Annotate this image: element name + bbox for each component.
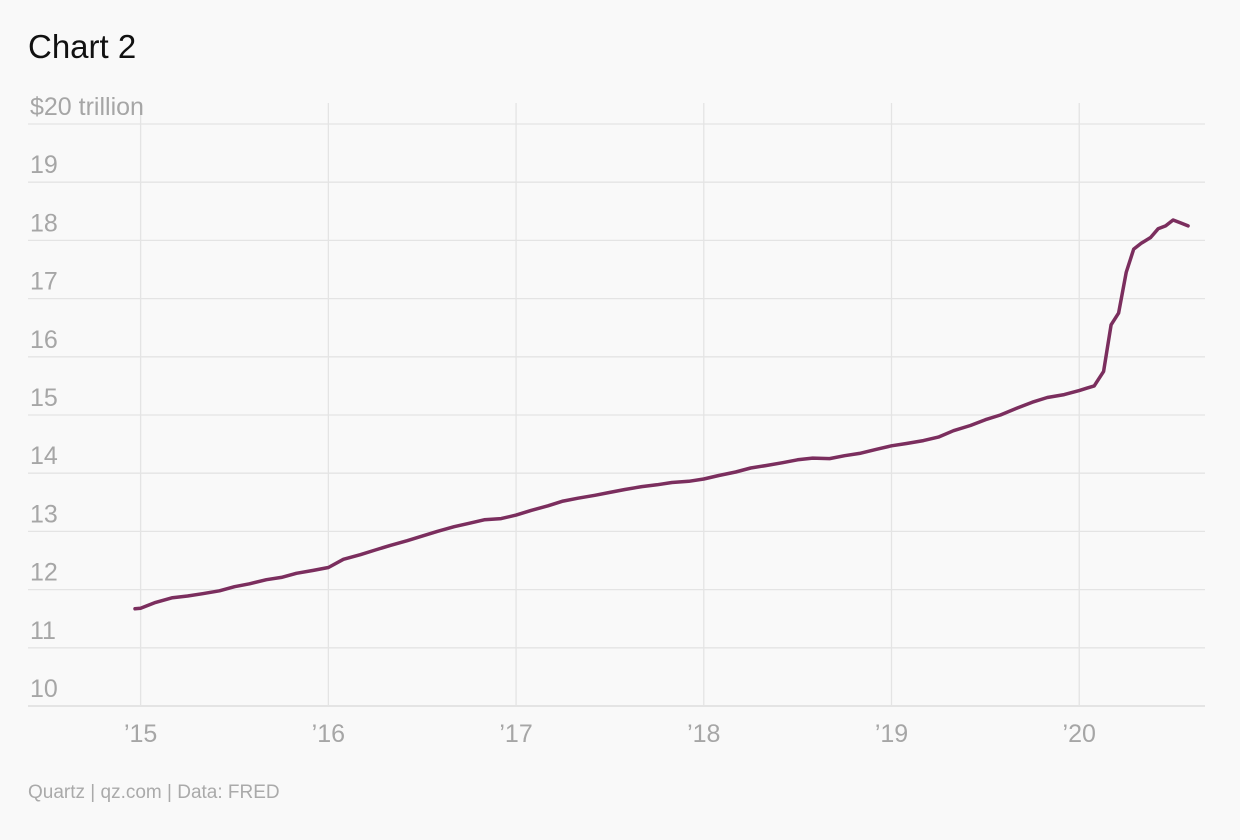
- y-tick-label: $20 trillion: [30, 93, 144, 121]
- x-tick-label: ’15: [124, 720, 157, 748]
- chart-title: Chart 2: [28, 28, 137, 65]
- x-tick-label: ’17: [499, 720, 532, 748]
- y-tick-label: 10: [30, 675, 58, 703]
- y-tick-label: 13: [30, 500, 58, 528]
- series-line: [133, 218, 1190, 611]
- y-tick-label: 11: [30, 617, 56, 645]
- y-tick-label: 19: [30, 151, 58, 179]
- x-gridlines: [139, 103, 1080, 706]
- source-credit: Quartz | qz.com | Data: FRED: [28, 782, 280, 803]
- y-tick-label: 18: [30, 209, 58, 237]
- x-tick-label: ’19: [875, 720, 908, 748]
- y-tick-label: 12: [30, 559, 58, 587]
- y-gridlines: [28, 123, 1205, 707]
- x-tick-label: ’20: [1063, 720, 1096, 748]
- y-axis-labels: 10 11 12 13 14 15 16 17 18 19 $20 trillion: [30, 93, 144, 703]
- x-tick-label: ’18: [687, 720, 720, 748]
- y-tick-label: 15: [30, 384, 58, 412]
- x-tick-label: ’16: [312, 720, 345, 748]
- y-tick-label: 14: [30, 442, 58, 470]
- y-tick-label: 16: [30, 326, 58, 354]
- y-tick-label: 17: [30, 268, 58, 296]
- x-axis-labels: ’15 ’16 ’17 ’18 ’19 ’20: [124, 720, 1096, 748]
